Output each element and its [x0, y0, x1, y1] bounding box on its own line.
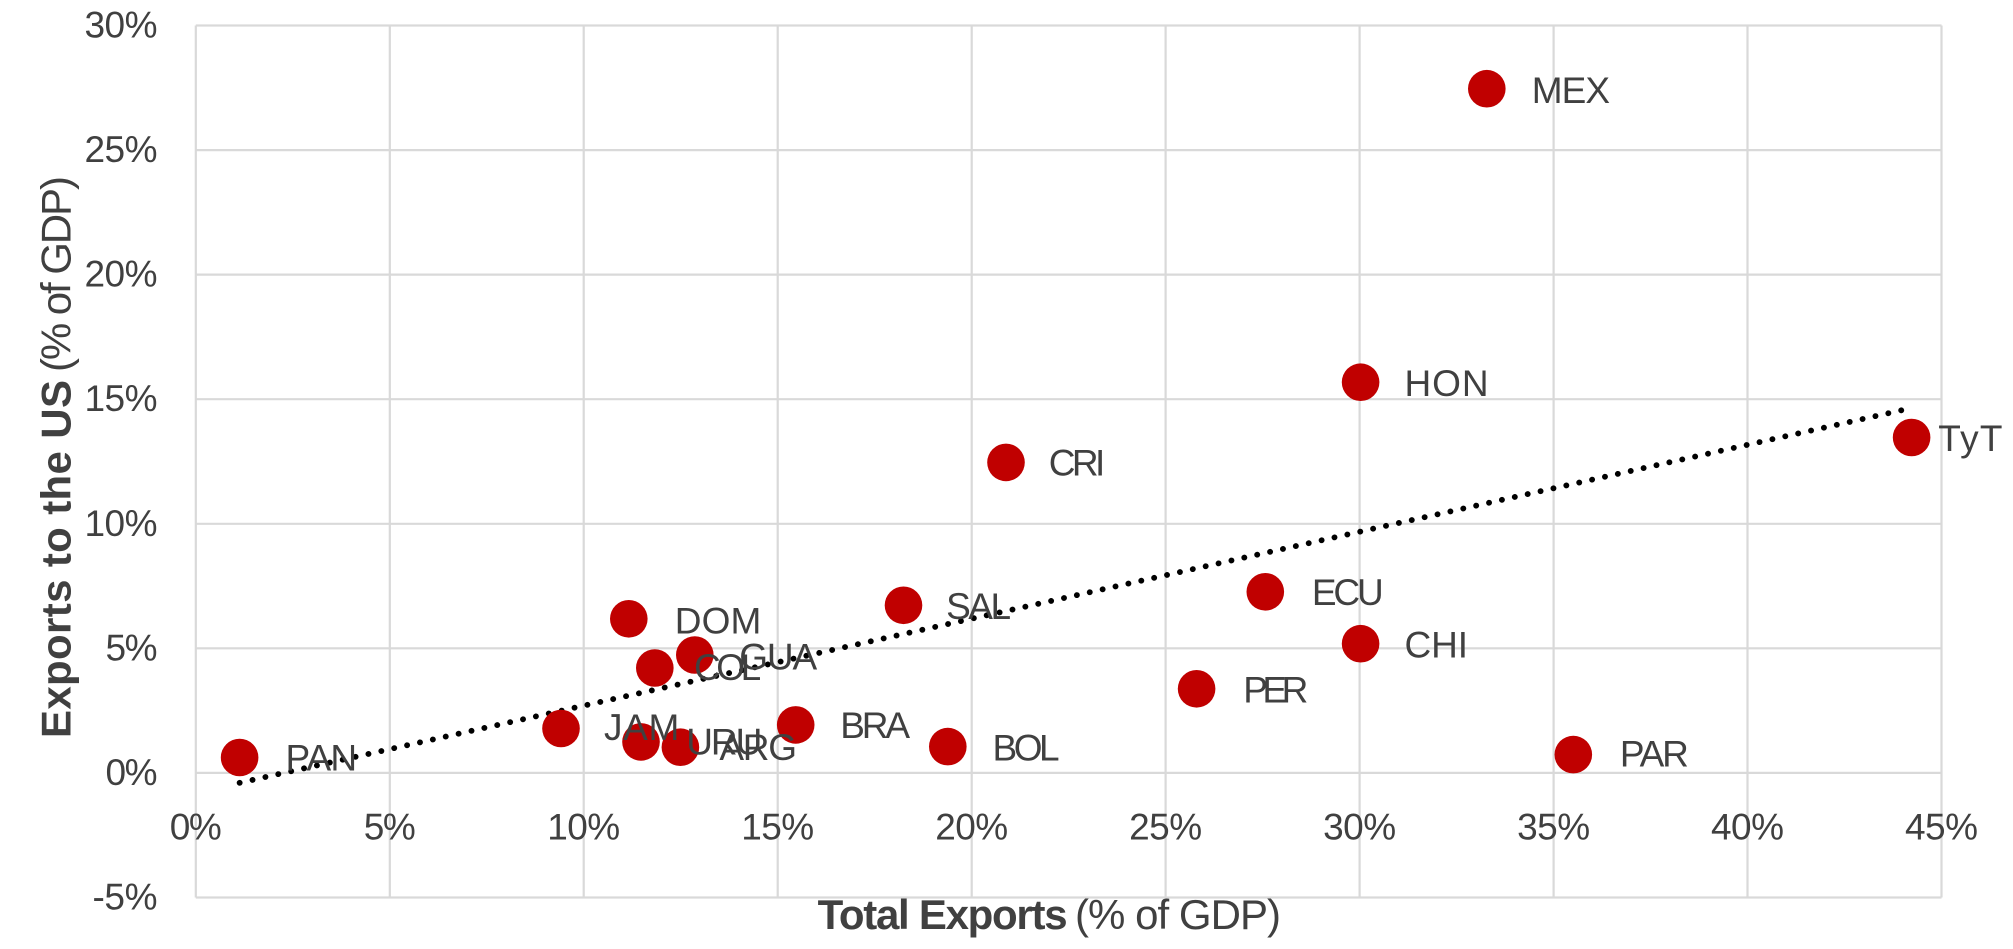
svg-text:BOL: BOL — [993, 728, 1060, 769]
svg-text:TyT: TyT — [1938, 418, 2002, 459]
svg-text:PAN: PAN — [286, 738, 358, 779]
svg-text:COL: COL — [694, 647, 761, 688]
svg-text:Total Exports(% of GDP): Total Exports (% of GDP) — [818, 891, 1281, 938]
svg-text:10%: 10% — [85, 503, 158, 544]
svg-text:PAR: PAR — [1620, 734, 1689, 775]
svg-text:45%: 45% — [1905, 807, 1978, 848]
svg-text:25%: 25% — [85, 129, 158, 170]
svg-text:ECU: ECU — [1312, 572, 1384, 613]
svg-text:-5%: -5% — [93, 877, 158, 918]
svg-text:GUA: GUA — [739, 637, 817, 678]
svg-text:35%: 35% — [1517, 807, 1590, 848]
svg-text:0%: 0% — [170, 807, 222, 848]
svg-text:MEX: MEX — [1532, 70, 1610, 111]
svg-text:CRI: CRI — [1049, 443, 1106, 484]
svg-text:15%: 15% — [741, 807, 814, 848]
svg-text:10%: 10% — [547, 807, 620, 848]
svg-text:DOM: DOM — [675, 600, 762, 641]
svg-text:5%: 5% — [364, 807, 416, 848]
svg-text:BRA: BRA — [840, 705, 910, 746]
svg-text:20%: 20% — [935, 807, 1008, 848]
svg-text:40%: 40% — [1711, 807, 1784, 848]
svg-text:PER: PER — [1243, 670, 1308, 711]
svg-text:15%: 15% — [85, 378, 158, 419]
svg-text:0%: 0% — [106, 752, 158, 793]
svg-text:20%: 20% — [85, 254, 158, 295]
svg-text:SAL: SAL — [946, 586, 1011, 627]
svg-text:ARG: ARG — [719, 727, 797, 768]
svg-text:25%: 25% — [1129, 807, 1202, 848]
svg-text:5%: 5% — [106, 627, 158, 668]
svg-text:30%: 30% — [85, 5, 158, 46]
svg-text:Exports to the US(% of GDP): Exports to the US(% of GDP) — [33, 176, 80, 738]
svg-text:JAM: JAM — [604, 707, 679, 748]
svg-text:URU: URU — [686, 722, 762, 763]
svg-text:30%: 30% — [1323, 807, 1396, 848]
svg-text:CHI: CHI — [1405, 625, 1469, 666]
svg-text:HON: HON — [1405, 363, 1489, 404]
